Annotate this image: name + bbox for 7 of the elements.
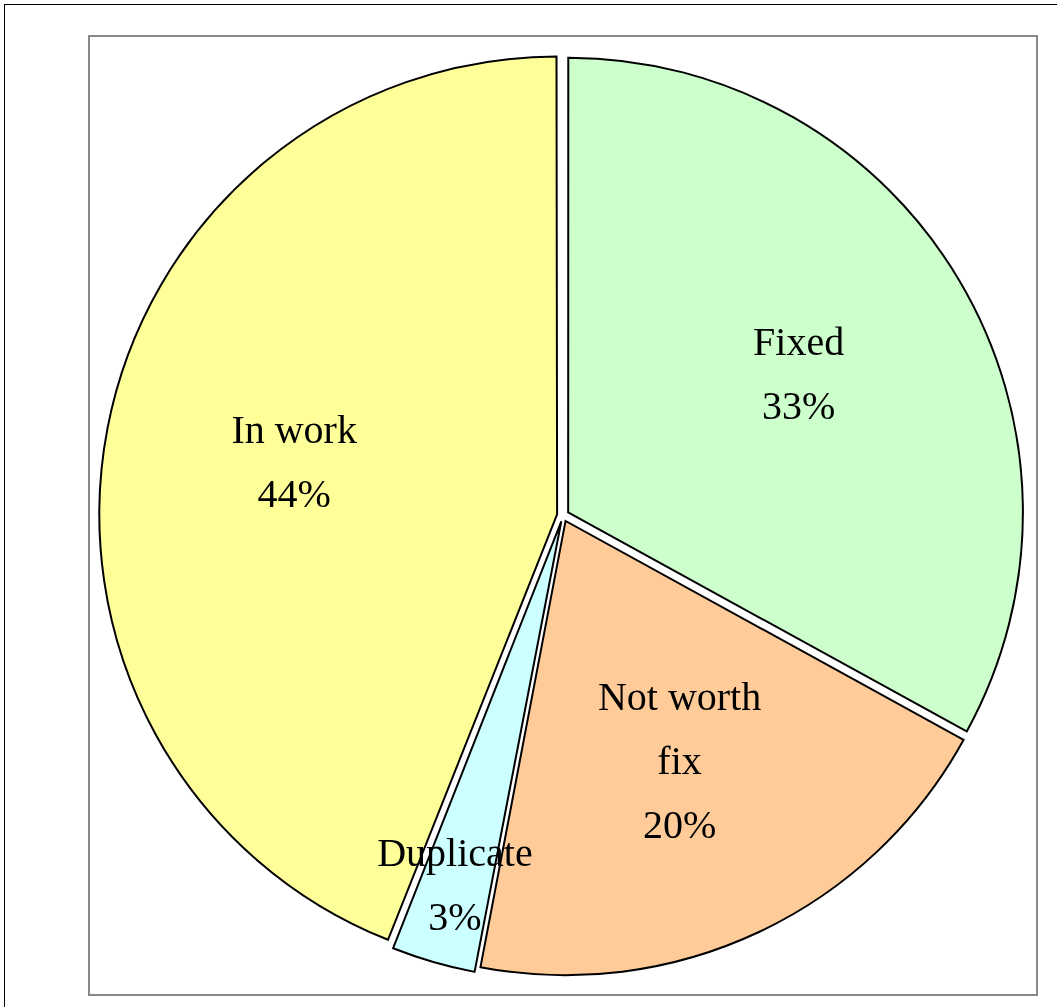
data-label: 3% [428,893,482,939]
slice-label: In work [231,406,357,452]
data-label: 44% [257,470,331,516]
data-label: 33% [761,382,836,428]
slice-label: Not worth fix [597,673,762,783]
data-label: 20% [642,801,717,847]
slice-label: Fixed [753,318,845,364]
